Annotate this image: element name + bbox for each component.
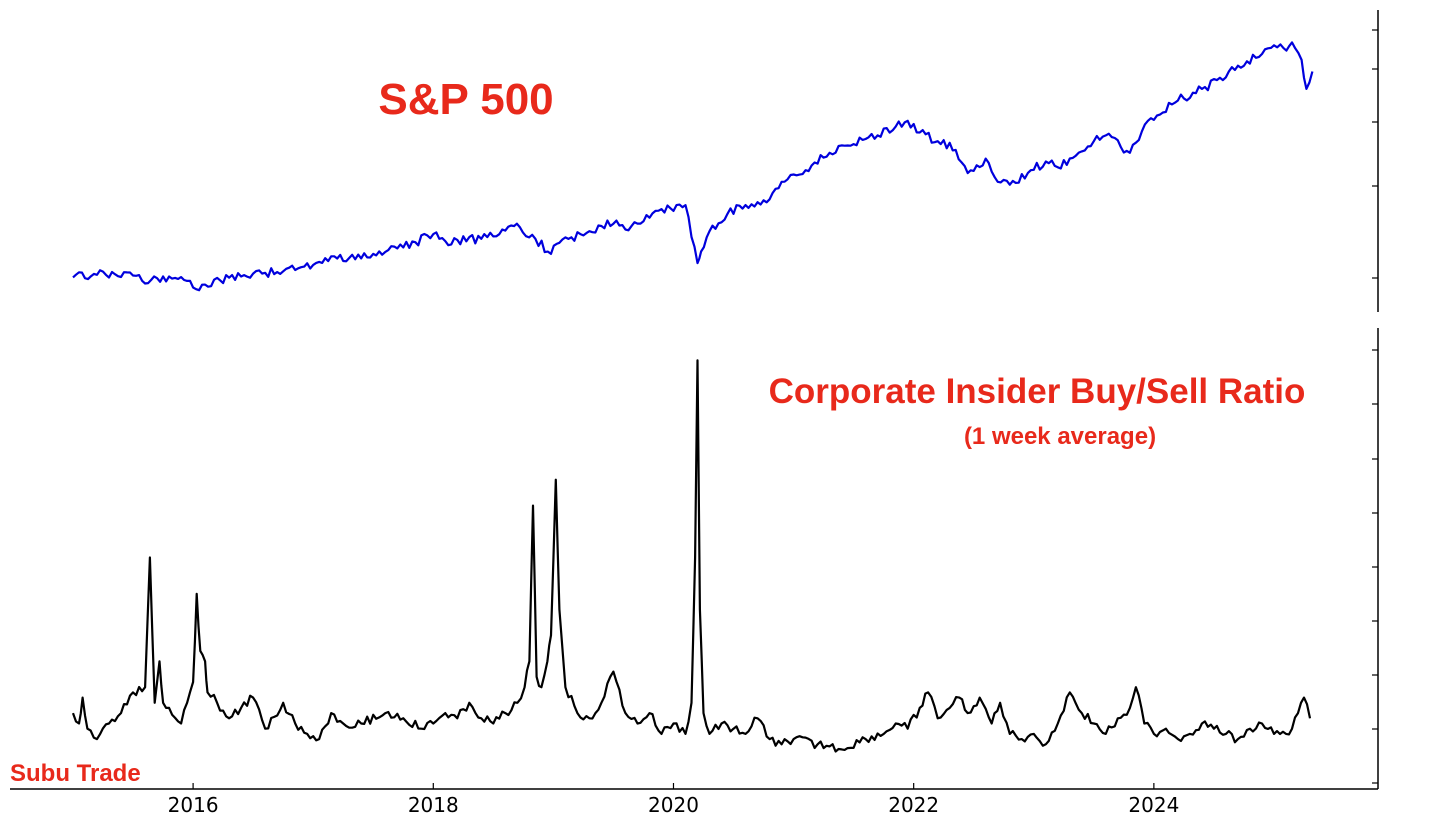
watermark-subu-trade: Subu Trade [10, 760, 141, 787]
x-tick-label-2016: 2016 [168, 793, 219, 817]
sp500-title: S&P 500 [378, 75, 553, 124]
bottom-panel-ticks [1372, 349, 1378, 784]
x-tick-label-2022: 2022 [888, 793, 939, 817]
insider-ratio-subtitle: (1 week average) [964, 423, 1156, 450]
top-panel-ticks [1372, 29, 1378, 279]
insider-ratio-title: Corporate Insider Buy/Sell Ratio [769, 372, 1306, 411]
sp500-series-line [72, 41, 1314, 292]
x-tick-label-2020: 2020 [648, 793, 699, 817]
top-panel: S&P 500 [72, 10, 1379, 312]
x-tick-label-2024: 2024 [1128, 793, 1179, 817]
bottom-panel: 2016 2018 2020 2022 2024 Corporate Insider B… [10, 328, 1379, 817]
x-tick-label-2018: 2018 [408, 793, 459, 817]
insider-ratio-series-line [71, 359, 1312, 753]
x-axis-ticks: 2016 2018 2020 2022 2024 [168, 783, 1179, 817]
